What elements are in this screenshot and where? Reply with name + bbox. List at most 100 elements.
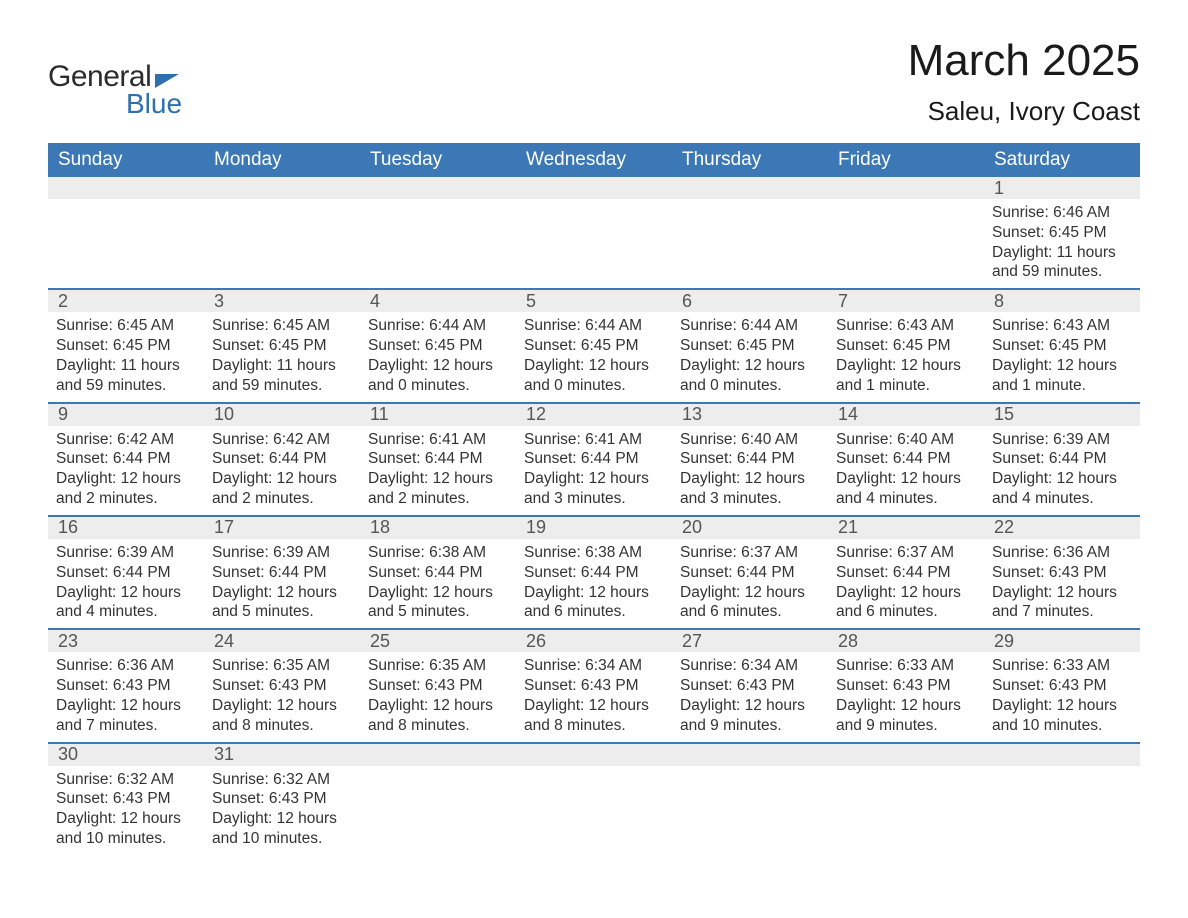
day-number-row: 7 [828,290,984,312]
calendar-cell: 31Sunrise: 6:32 AMSunset: 6:43 PMDayligh… [204,744,360,855]
daylight-line: Daylight: 12 hours and 5 minutes. [212,583,352,623]
day-number: 1 [984,178,1014,199]
sunset-line: Sunset: 6:43 PM [56,676,196,696]
day-data: Sunrise: 6:37 AMSunset: 6:44 PMDaylight:… [828,539,984,628]
sunset-line: Sunset: 6:45 PM [212,336,352,356]
sunrise-line: Sunrise: 6:37 AM [836,543,976,563]
daylight-line: Daylight: 12 hours and 7 minutes. [56,696,196,736]
daylight-line: Daylight: 12 hours and 5 minutes. [368,583,508,623]
day-data: Sunrise: 6:36 AMSunset: 6:43 PMDaylight:… [984,539,1140,628]
day-number: 7 [828,291,858,312]
day-number-row [828,744,984,766]
calendar-cell: 30 Sunrise: 6:32 AMSunset: 6:43 PMDayligh… [48,744,204,855]
sunrise-line: Sunrise: 6:41 AM [368,430,508,450]
weekday-header: Friday [828,143,984,177]
sunset-line: Sunset: 6:43 PM [368,676,508,696]
day-data [516,199,672,209]
day-number-row [672,177,828,199]
sunrise-line: Sunrise: 6:35 AM [368,656,508,676]
weekday-header: Wednesday [516,143,672,177]
sunrise-line: Sunrise: 6:44 AM [524,316,664,336]
sunrise-line: Sunrise: 6:43 AM [836,316,976,336]
calendar-cell [516,744,672,855]
day-data: Sunrise: 6:44 AMSunset: 6:45 PMDaylight:… [672,312,828,401]
calendar-body: 1Sunrise: 6:46 AMSunset: 6:45 PMDaylight… [48,177,1140,855]
sunset-line: Sunset: 6:43 PM [212,676,352,696]
day-number-row [516,744,672,766]
day-data [516,766,672,776]
day-number-row: 31 [204,744,360,766]
day-number: 2 [48,291,78,312]
daylight-line: Daylight: 12 hours and 2 minutes. [212,469,352,509]
day-number-row: 22 [984,517,1140,539]
daylight-line: Daylight: 12 hours and 9 minutes. [836,696,976,736]
daylight-line: Daylight: 12 hours and 8 minutes. [524,696,664,736]
calendar-cell: 8Sunrise: 6:43 AMSunset: 6:45 PMDaylight… [984,290,1140,401]
day-number: 16 [48,517,88,538]
weekday-header: Monday [204,143,360,177]
month-title: March 2025 [908,36,1140,86]
daylight-line: Daylight: 12 hours and 0 minutes. [680,356,820,396]
day-number: 24 [204,631,244,652]
daylight-line: Daylight: 12 hours and 10 minutes. [56,809,196,849]
day-data: Sunrise: 6:43 AMSunset: 6:45 PMDaylight:… [984,312,1140,401]
day-number: 4 [360,291,390,312]
day-number-row: 24 [204,630,360,652]
sunrise-line: Sunrise: 6:32 AM [56,770,196,790]
day-number: 13 [672,404,712,425]
sunset-line: Sunset: 6:45 PM [992,336,1132,356]
day-data: Sunrise: 6:45 AMSunset: 6:45 PMDaylight:… [204,312,360,401]
daylight-line: Daylight: 12 hours and 10 minutes. [992,696,1132,736]
calendar-cell [516,177,672,288]
sunrise-line: Sunrise: 6:39 AM [56,543,196,563]
day-number: 19 [516,517,556,538]
sunset-line: Sunset: 6:44 PM [368,563,508,583]
calendar-header-row: SundayMondayTuesdayWednesdayThursdayFrid… [48,143,1140,177]
sunset-line: Sunset: 6:45 PM [368,336,508,356]
day-data [828,199,984,209]
day-number: 27 [672,631,712,652]
daylight-line: Daylight: 12 hours and 8 minutes. [368,696,508,736]
daylight-line: Daylight: 12 hours and 1 minute. [992,356,1132,396]
day-number-row: 14 [828,404,984,426]
day-number-row: 13 [672,404,828,426]
daylight-line: Daylight: 12 hours and 0 minutes. [524,356,664,396]
day-data [360,766,516,776]
calendar-cell: 20Sunrise: 6:37 AMSunset: 6:44 PMDayligh… [672,517,828,628]
sunrise-line: Sunrise: 6:42 AM [56,430,196,450]
daylight-line: Daylight: 12 hours and 6 minutes. [836,583,976,623]
weekday-header: Tuesday [360,143,516,177]
day-data: Sunrise: 6:32 AMSunset: 6:43 PMDaylight:… [204,766,360,855]
daylight-line: Daylight: 12 hours and 7 minutes. [992,583,1132,623]
day-number-row: 20 [672,517,828,539]
daylight-line: Daylight: 12 hours and 4 minutes. [56,583,196,623]
day-number: 9 [48,404,78,425]
daylight-line: Daylight: 12 hours and 10 minutes. [212,809,352,849]
day-data: Sunrise: 6:35 AMSunset: 6:43 PMDaylight:… [360,652,516,741]
calendar-cell: 13Sunrise: 6:40 AMSunset: 6:44 PMDayligh… [672,404,828,515]
sunset-line: Sunset: 6:44 PM [212,563,352,583]
sunrise-line: Sunrise: 6:38 AM [368,543,508,563]
calendar-cell: 5Sunrise: 6:44 AMSunset: 6:45 PMDaylight… [516,290,672,401]
day-number-row: 30 [48,744,204,766]
weekday-header: Sunday [48,143,204,177]
day-number-row: 29 [984,630,1140,652]
day-number-row: 28 [828,630,984,652]
sunrise-line: Sunrise: 6:44 AM [368,316,508,336]
calendar-week: 23Sunrise: 6:36 AMSunset: 6:43 PMDayligh… [48,628,1140,741]
weekday-header: Thursday [672,143,828,177]
daylight-line: Daylight: 12 hours and 4 minutes. [836,469,976,509]
day-number-row [984,744,1140,766]
daylight-line: Daylight: 12 hours and 0 minutes. [368,356,508,396]
location-label: Saleu, Ivory Coast [908,96,1140,127]
day-number-row: 3 [204,290,360,312]
calendar-cell: 10Sunrise: 6:42 AMSunset: 6:44 PMDayligh… [204,404,360,515]
sunrise-line: Sunrise: 6:38 AM [524,543,664,563]
sunrise-line: Sunrise: 6:34 AM [680,656,820,676]
calendar-cell: 15Sunrise: 6:39 AMSunset: 6:44 PMDayligh… [984,404,1140,515]
calendar-cell [828,177,984,288]
day-number-row: 2 [48,290,204,312]
sunset-line: Sunset: 6:43 PM [56,789,196,809]
day-data: Sunrise: 6:36 AMSunset: 6:43 PMDaylight:… [48,652,204,741]
calendar-week: 9Sunrise: 6:42 AMSunset: 6:44 PMDaylight… [48,402,1140,515]
